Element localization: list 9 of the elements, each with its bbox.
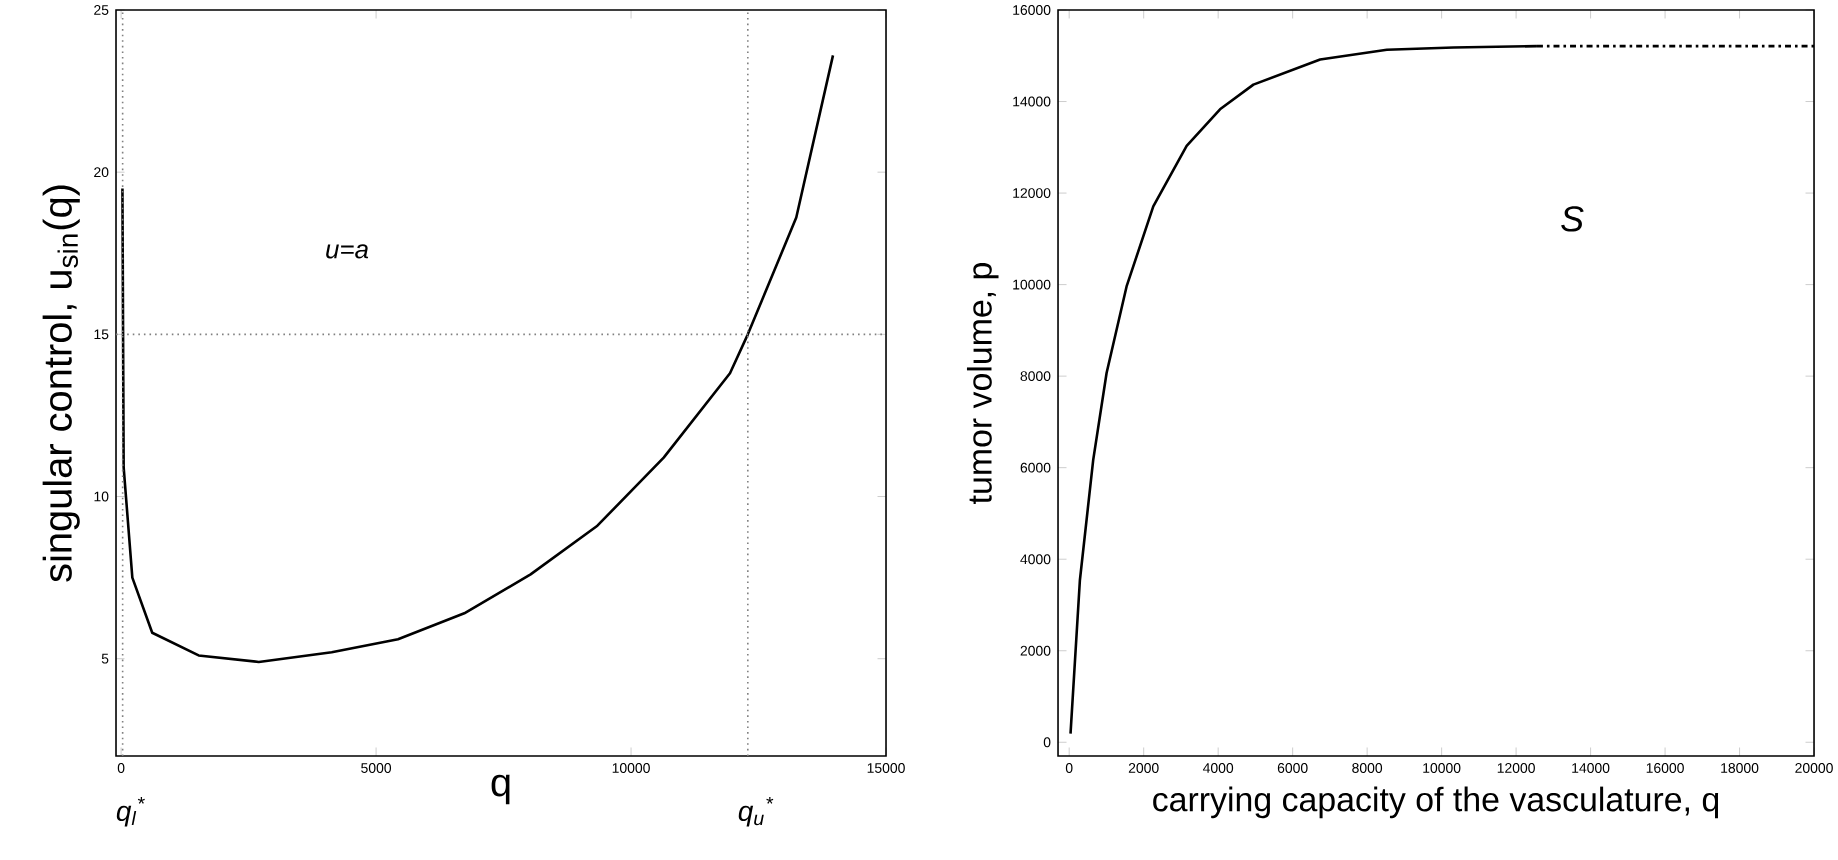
annotation: S [1561,206,1584,232]
line-series [121,54,835,664]
y-axis-title: singular control, u$_{sin}$(q) [42,185,80,582]
ref-line-label: q$_{l}$* [116,796,145,827]
ref-line-label: u=a [326,244,369,259]
ref-line-label: q$_{u}$* [738,796,774,827]
y-axis-title: tumor volume, p [966,263,999,504]
x-axis-title: carrying capacity of the vasculature, q [1153,786,1719,819]
x-axis-title: q [491,774,510,805]
